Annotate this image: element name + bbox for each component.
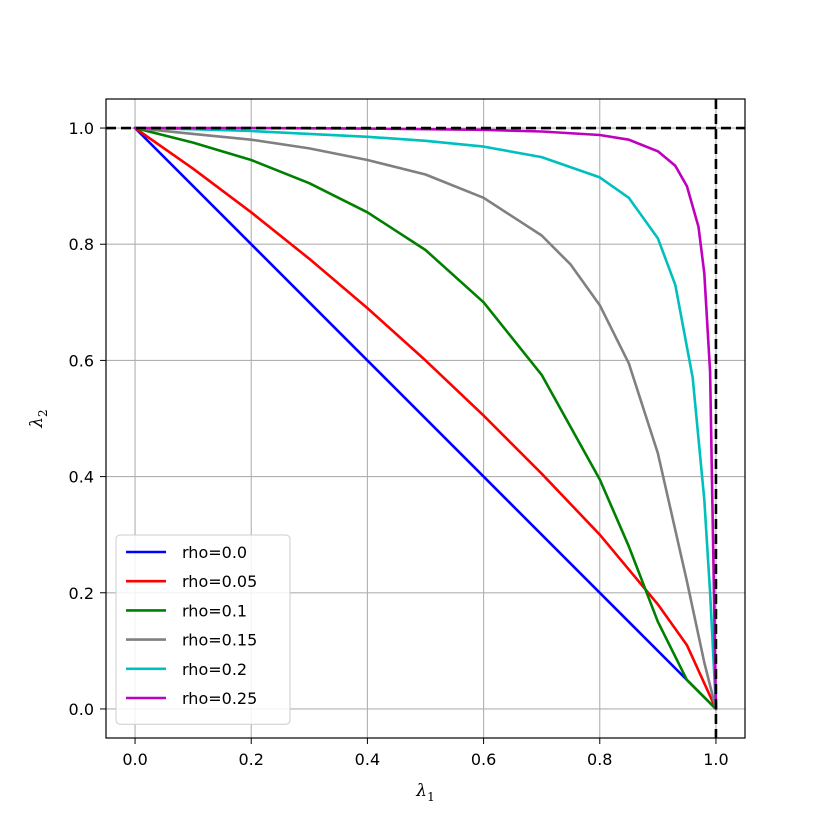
x-tick-label: 0.8: [587, 750, 612, 769]
legend: rho=0.0 rho=0.05 rho=0.1 rho=0.15 rho=0.2 rho…: [115, 534, 291, 725]
y-tick-label: 0.6: [69, 351, 94, 370]
x-axis-label-main: λ: [415, 781, 427, 801]
x-tick-label: 0.0: [122, 750, 147, 769]
y-tick-label: 0.2: [69, 584, 94, 603]
legend-label: rho=0.2: [182, 660, 247, 679]
x-tick-label: 1.0: [703, 750, 728, 769]
legend-label: rho=0.0: [182, 543, 247, 562]
x-axis-label: λ1: [415, 781, 434, 804]
legend-label: rho=0.1: [182, 601, 247, 620]
legend-label: rho=0.25: [182, 689, 257, 708]
series-line: [133, 126, 718, 711]
plot-frame: [105, 98, 746, 739]
series-line: [133, 126, 718, 711]
legend-label: rho=0.15: [182, 631, 257, 650]
y-tick-label: 0.8: [69, 235, 94, 254]
reference-lines: [106, 99, 745, 738]
series-line: [133, 126, 718, 711]
y-axis-label-subscript: 2: [36, 409, 50, 417]
y-axis-label-main: λ: [27, 417, 47, 429]
series-line: [133, 126, 718, 711]
y-tick-label: 0.0: [69, 700, 94, 719]
y-axis-label: λ2: [27, 409, 50, 428]
series-line: [133, 126, 718, 711]
series-lines: [133, 126, 718, 711]
y-tick-label: 0.4: [69, 468, 94, 487]
x-axis-label-subscript: 1: [427, 790, 435, 804]
y-tick-label: 1.0: [69, 119, 94, 138]
x-tick-label: 0.6: [471, 750, 496, 769]
x-tick-label: 0.4: [355, 750, 380, 769]
legend-label: rho=0.05: [182, 572, 257, 591]
series-line: [133, 126, 718, 711]
x-tick-label: 0.2: [239, 750, 264, 769]
axis-ticks: 0.0 0.2 0.4 0.6 0.8 1.0 0.0 0.2 0.4 0.6 0.8 1.0: [69, 119, 729, 769]
